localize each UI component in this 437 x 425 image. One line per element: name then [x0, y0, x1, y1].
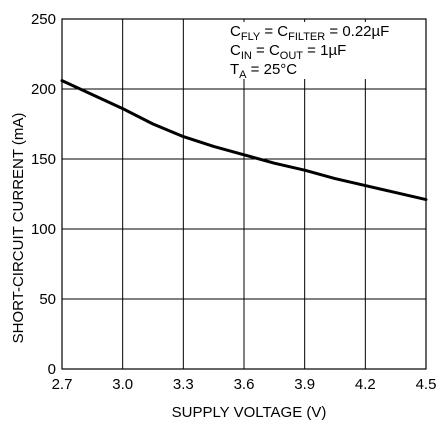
y-tick-label: 200	[31, 81, 56, 98]
x-tick-label: 2.7	[52, 376, 73, 393]
annotation-line: CFLY = CFILTER = 0.22µF	[230, 23, 389, 43]
y-tick-label: 250	[31, 11, 56, 28]
annotation-text: = 25°C	[247, 61, 298, 78]
annotation-line: CIN = COUT = 1µF	[230, 42, 346, 62]
series-line	[60, 79, 428, 202]
annotation-subscript: IN	[241, 50, 252, 62]
chart-series	[60, 79, 428, 202]
annotation-text: = 1µF	[303, 42, 346, 59]
y-tick-label: 150	[31, 151, 56, 168]
annotation-subscript: FLY	[241, 31, 261, 43]
x-tick-label: 3.3	[173, 376, 194, 393]
x-tick-label: 3.0	[112, 376, 133, 393]
annotation-text: = C	[252, 42, 280, 59]
annotation-subscript: FILTER	[288, 31, 325, 43]
x-axis-label: SUPPLY VOLTAGE (V)	[172, 404, 327, 421]
y-tick-label: 100	[31, 221, 56, 238]
annotation-text: C	[230, 42, 241, 59]
annotation-subscript: A	[239, 69, 247, 81]
annotation-background	[226, 41, 422, 60]
x-tick-label: 3.6	[234, 376, 255, 393]
x-axis-ticks: 2.7 3.0 3.3 3.6 3.9 4.2 4.5	[52, 376, 437, 393]
annotation-line: TA = 25°C	[230, 61, 297, 81]
x-tick-label: 4.5	[416, 376, 437, 393]
annotation-subscript: OUT	[280, 50, 304, 62]
y-tick-label: 0	[48, 361, 56, 378]
y-tick-label: 50	[39, 291, 56, 308]
annotation-text: T	[230, 61, 239, 78]
x-tick-label: 4.2	[355, 376, 376, 393]
y-axis-label: SHORT-CIRCUIT CURRENT (mA)	[10, 113, 27, 344]
plot-frame	[61, 18, 427, 370]
annotation-text: = C	[260, 23, 288, 40]
x-tick-label: 3.9	[294, 376, 315, 393]
annotation-text: = 0.22µF	[325, 23, 389, 40]
annotation-background	[226, 60, 422, 79]
annotation-background	[226, 22, 422, 41]
y-axis-ticks: 0 50 100 150 200 250	[31, 11, 56, 378]
annotation-text: C	[230, 23, 241, 40]
